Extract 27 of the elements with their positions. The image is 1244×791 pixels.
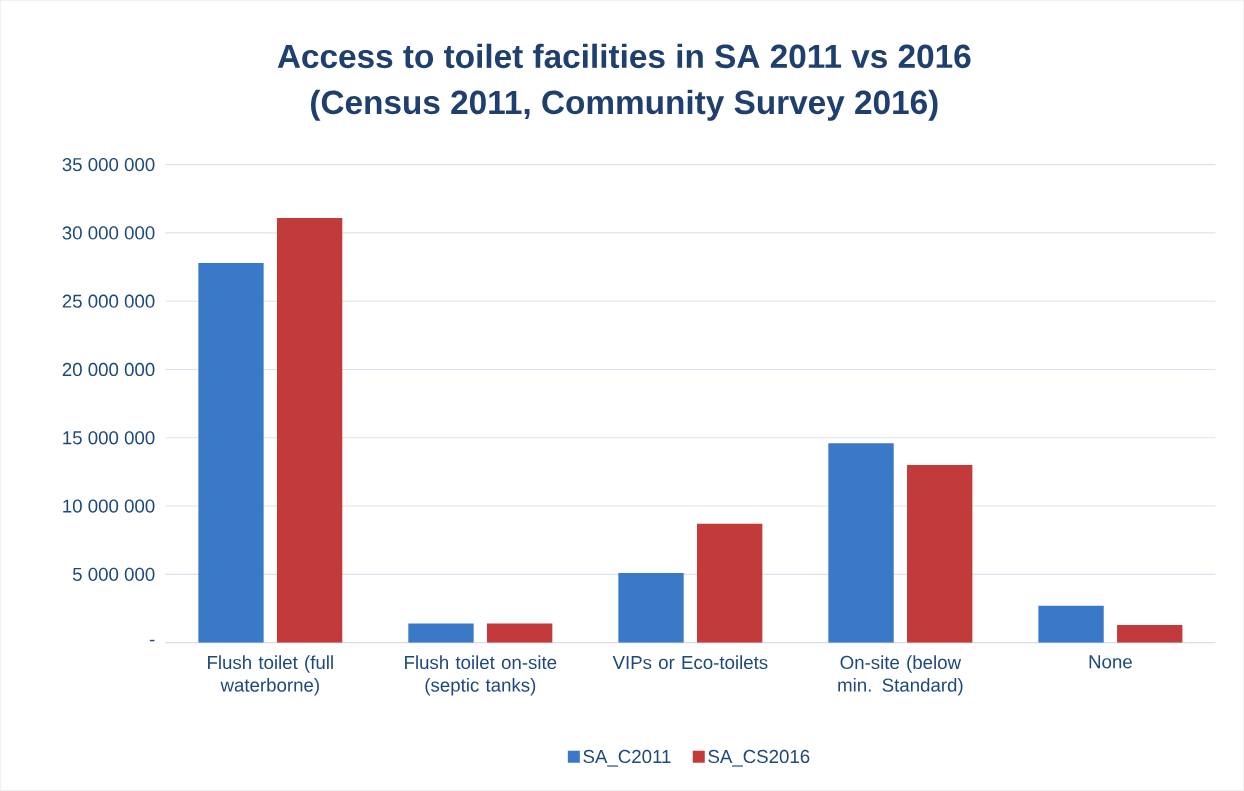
chart-title: Access to toilet facilities in SA 2011 vs 2016 — [277, 43, 971, 69]
y-tick-label: 10 000 000 — [63, 499, 155, 513]
bar — [276, 217, 343, 643]
bar — [1038, 605, 1104, 643]
bar — [697, 523, 763, 643]
bar — [487, 623, 553, 643]
y-tick-label: - — [149, 639, 155, 642]
bar — [828, 443, 894, 643]
x-tick-label: Flush toilet on-site (septic tanks) — [405, 655, 557, 696]
x-tick-label: Flush toilet (full waterborne) — [208, 655, 333, 696]
legend-label: SA_C2011 — [583, 749, 671, 767]
y-tick-label: 35 000 000 — [62, 158, 155, 172]
x-tick-label: On-site (below min. Standard) — [838, 655, 963, 696]
y-tick-label: 25 000 000 — [62, 294, 155, 308]
bar — [618, 573, 684, 643]
y-tick-label: 30 000 000 — [62, 226, 155, 240]
y-tick-label: 5 000 000 — [72, 567, 155, 582]
legend-label: SA_CS2016 — [708, 749, 810, 767]
y-tick-label: 20 000 000 — [62, 362, 155, 377]
bar — [907, 465, 973, 643]
bar — [408, 623, 474, 643]
y-tick-label: 15 000 000 — [63, 431, 155, 445]
bar — [1117, 624, 1183, 643]
x-tick-label: VIPs or Eco-toilets — [612, 655, 768, 670]
bar — [198, 262, 264, 643]
chart-subtitle: (Census 2011, Community Survey 2016) — [311, 89, 938, 121]
x-tick-label: None — [1089, 655, 1132, 669]
